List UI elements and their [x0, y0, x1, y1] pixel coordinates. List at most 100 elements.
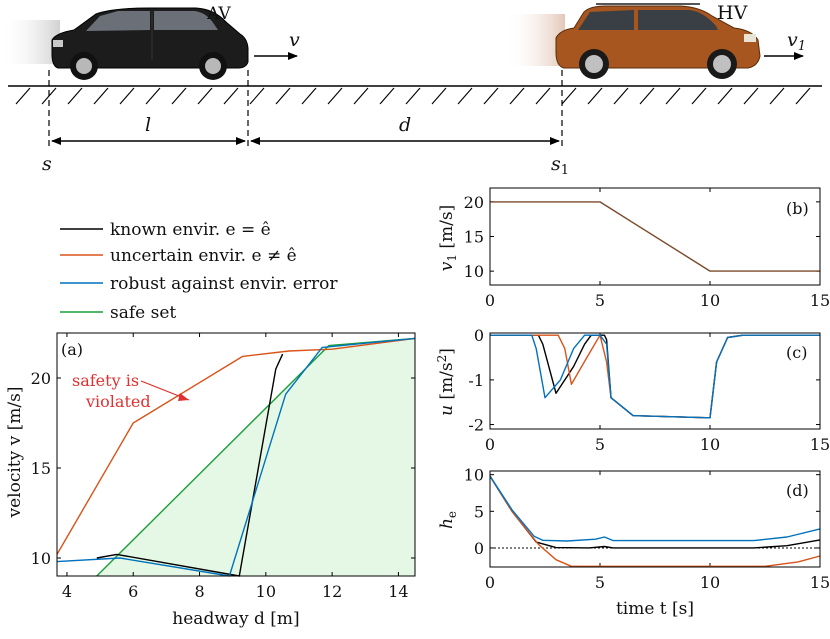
x-tick-label: 8: [194, 582, 204, 601]
panel-c-ticks: 0 5 10 15 0 -1 -2: [468, 326, 830, 454]
y-tick-label: -1: [468, 371, 484, 390]
hatch-mark: [67, 87, 83, 105]
hatch-mark: [15, 87, 31, 105]
panel-d-ylabel: he: [437, 511, 459, 529]
hatch-mark: [639, 87, 655, 105]
panel-a-frame: [56, 332, 416, 577]
av-car-icon: [0, 7, 249, 80]
x-tick-label: 15: [810, 435, 830, 454]
annotation-line1: safety is: [72, 371, 139, 390]
hatch-mark: [483, 87, 499, 105]
series-line-known: [489, 475, 821, 549]
y-tick-label: 15: [464, 228, 484, 247]
panel-a-ylabel: velocity v [m/s]: [5, 387, 25, 519]
hv-label: HV: [717, 2, 748, 24]
panel-c-series: [490, 334, 820, 419]
panel-b-ylabel: v1 [m/s]: [437, 205, 459, 272]
y-tick-label: 0: [474, 539, 484, 558]
y-tick-label: 10: [464, 262, 484, 281]
x-tick-label: 15: [810, 573, 830, 592]
x-tick-label: 10: [256, 582, 276, 601]
panel-a: 4 6 8 10 12 14 10 15 20 (a) headway d [m] veloci…: [5, 332, 416, 629]
series-line-uncertain: [490, 334, 820, 419]
x-tick-label: 0: [485, 435, 495, 454]
panel-d-frame: [489, 470, 821, 568]
x-tick-label: 5: [595, 435, 605, 454]
panel-d-ticks: 0 5 10 15 0 5 10: [464, 466, 830, 592]
series-line-robust: [56, 337, 416, 577]
hatch-mark: [223, 87, 239, 105]
panel-b-ticks: 0 5 10 15 10 15 20: [464, 188, 830, 310]
panel-d: 0 5 10 15 0 5 10 (d) time t [s] he: [437, 466, 830, 619]
v-label: v: [289, 29, 300, 51]
x-tick-label: 4: [62, 582, 72, 601]
road-hatching: [15, 87, 811, 105]
panel-c: 0 5 10 15 0 -1 -2 (c) u [m/s2]: [435, 326, 830, 454]
s-label: s: [42, 153, 52, 175]
panel-b: 0 5 10 15 10 15 20 (b) v1 [m/s]: [437, 187, 830, 310]
panel-a-label: (a): [61, 340, 83, 359]
av-label: AV: [206, 4, 231, 24]
hatch-mark: [535, 87, 551, 105]
y-tick-label: 10: [464, 466, 484, 485]
hatch-mark: [509, 87, 525, 105]
panel-a-series: [56, 337, 416, 577]
hatch-mark: [795, 87, 811, 105]
series-line-known-envir-: [96, 353, 284, 577]
s1-label-main: s: [551, 153, 561, 175]
legend-label-robust: robust against envir. error: [110, 274, 338, 294]
hatch-mark: [145, 87, 161, 105]
safe-set-region: [96, 337, 416, 577]
hatch-mark: [717, 87, 733, 105]
hatch-mark: [613, 87, 629, 105]
y-tick-label: 0: [474, 326, 484, 345]
panel-d-label: (d): [786, 481, 809, 500]
hatch-mark: [353, 87, 369, 105]
x-tick-label: 12: [322, 582, 342, 601]
x-tick-label: 14: [388, 582, 408, 601]
y-tick-label: 20: [31, 369, 51, 388]
l-label: l: [145, 114, 151, 136]
x-tick-label: 5: [595, 573, 605, 592]
hatch-mark: [197, 87, 213, 105]
hatch-mark: [769, 87, 785, 105]
x-tick-label: 15: [810, 291, 830, 310]
hatch-mark: [171, 87, 187, 105]
hatch-mark: [249, 87, 265, 105]
safe-set-fill: [96, 338, 416, 576]
x-tick-label: 6: [128, 582, 138, 601]
x-tick-label: 10: [700, 435, 720, 454]
hatch-mark: [379, 87, 395, 105]
panel-c-label: (c): [786, 343, 807, 362]
v1-label-sub: 1: [798, 39, 806, 54]
hatch-mark: [457, 87, 473, 105]
annotation-line2: violated: [85, 392, 151, 411]
hatch-mark: [561, 87, 577, 105]
x-tick-label: 10: [700, 291, 720, 310]
legend-label-safe-set: safe set: [110, 303, 176, 323]
hatch-mark: [119, 87, 135, 105]
x-tick-label: 10: [700, 573, 720, 592]
legend: known envir. e = ê uncertain envir. e ≠ …: [60, 220, 338, 323]
panel-a-xlabel: headway d [m]: [172, 609, 299, 629]
x-tick-label: 0: [485, 291, 495, 310]
series-line-uncertain-envir-: [56, 337, 416, 555]
y-tick-label: -2: [468, 416, 484, 435]
y-tick-label: 5: [474, 502, 484, 521]
hatch-mark: [665, 87, 681, 105]
hatch-mark: [301, 87, 317, 105]
hatch-mark: [587, 87, 603, 105]
y-tick-label: 10: [31, 549, 51, 568]
panel-c-ylabel: u [m/s2]: [435, 348, 457, 416]
panel-d-xlabel: time t [s]: [616, 599, 694, 619]
road-scene: AV v HV v1 l d s s1: [0, 2, 822, 178]
legend-label-uncertain: uncertain envir. e ≠ ê: [110, 246, 297, 266]
annotation-arrowhead: [178, 393, 189, 401]
v1-label: v1: [787, 29, 806, 54]
hatch-mark: [327, 87, 343, 105]
s1-label-sub: 1: [561, 163, 569, 178]
series-line-robust: [489, 475, 821, 542]
hatch-mark: [405, 87, 421, 105]
x-tick-label: 5: [595, 291, 605, 310]
